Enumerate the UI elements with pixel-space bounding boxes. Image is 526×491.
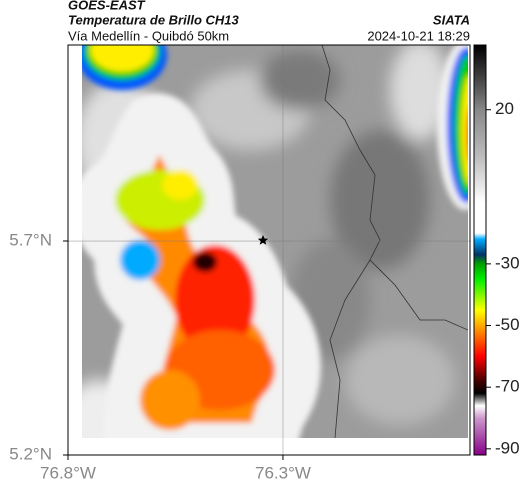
x-tick-label: 76.3°W (255, 463, 311, 482)
colorbar-tick-label: 20 (495, 99, 514, 118)
boundary (321, 45, 468, 331)
colorbar-tick-label: -50 (495, 315, 520, 334)
colorbar (473, 44, 487, 456)
datetime: 2024-10-21 18:29 (367, 28, 470, 43)
y-tick-label: 5.7°N (9, 230, 52, 249)
colorbar-tick-label: -30 (495, 253, 520, 272)
station-marker (257, 235, 269, 245)
satellite-image (82, 45, 468, 438)
y-tick-label: 5.2°N (9, 444, 52, 463)
subtitle: Vía Medellín - Quibdó 50km (68, 28, 229, 43)
source: GOES-EAST (68, 0, 146, 12)
storm-east (437, 45, 468, 210)
boundary (329, 259, 371, 438)
colorbar-tick-label: -90 (495, 438, 520, 457)
storm-north (82, 45, 167, 90)
title: Temperatura de Brillo CH13 (68, 12, 240, 27)
x-tick-label: 76.8°W (40, 463, 96, 482)
colorbar-tick-label: -70 (495, 377, 520, 396)
brand: SIATA (433, 12, 470, 27)
map-frame (67, 44, 471, 456)
storm-main (82, 118, 296, 438)
